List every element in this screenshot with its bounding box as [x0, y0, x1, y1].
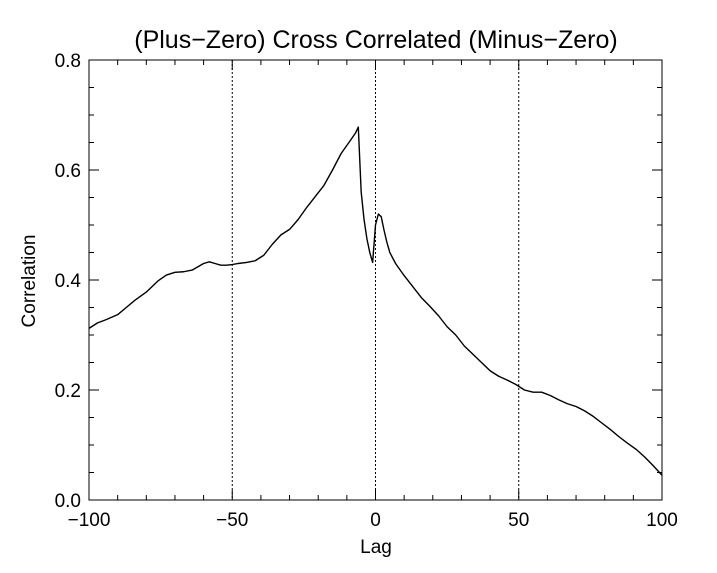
y-tick-label: 0.2 — [55, 381, 81, 402]
y-tick-label: 0.6 — [55, 161, 81, 182]
correlation-series-line — [88, 126, 663, 476]
chart-title: (Plus−Zero) Cross Correlated (Minus−Zero… — [134, 26, 617, 54]
axis-tick-labels: −100 −50 0 50 100 0.0 0.2 0.4 0.6 0.8 — [55, 51, 678, 531]
x-axis-label: Lag — [360, 537, 392, 558]
plot-frame — [88, 59, 663, 501]
y-tick-label: 0.0 — [55, 491, 81, 512]
axis-ticks — [88, 59, 663, 501]
x-tick-label: 0 — [370, 510, 381, 531]
reference-lines — [231, 60, 520, 500]
y-axis-label: Correlation — [19, 235, 40, 328]
x-tick-label: −50 — [216, 510, 248, 531]
x-tick-label: 50 — [508, 510, 529, 531]
y-tick-label: 0.8 — [55, 51, 81, 72]
x-tick-label: −100 — [68, 510, 111, 531]
y-tick-label: 0.4 — [55, 271, 82, 292]
x-tick-label: 100 — [646, 510, 678, 531]
